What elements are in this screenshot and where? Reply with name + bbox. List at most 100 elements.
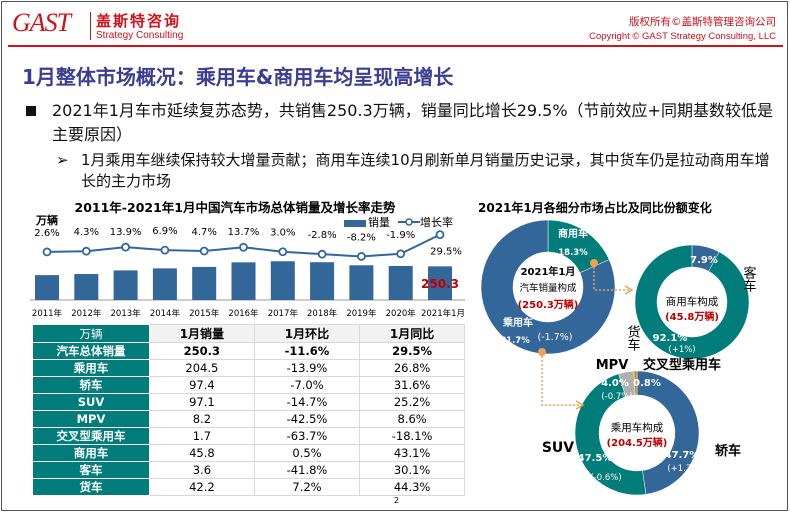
table-cell: 8.2 — [149, 409, 255, 428]
growth-point — [356, 252, 366, 261]
x-tick-label: 2011年 — [32, 308, 63, 319]
sales-bar-line-chart: 2011年 2012年 2013年 2014年 2015年 2016年 2017年 2018年… — [30, 226, 465, 319]
bar-chart-title: 2011年-2021年1月中国汽车市场总体销量及增长率走势 — [74, 200, 396, 215]
row-label: MPV — [32, 409, 150, 428]
growth-label: 4.3% — [74, 227, 99, 238]
legend-sales-label: 销量 — [368, 216, 390, 229]
growth-label: -1.9% — [386, 230, 415, 241]
table-cell: 7.2% — [253, 477, 361, 496]
copyright-cn: 版权所有©盖斯特管理咨询公司 — [629, 16, 776, 28]
donut-label: 81.7% — [500, 336, 530, 346]
donut-label: (+1%) — [668, 345, 695, 355]
sales-bar — [152, 268, 177, 300]
row-label: 乘用车 — [32, 359, 150, 377]
table-cell: 3.6 — [149, 460, 255, 479]
legend-sales: 销量 — [344, 214, 390, 230]
legend-bar-swatch — [344, 219, 366, 227]
table-cell: 204.5 — [149, 359, 255, 377]
company-name-cn: 盖斯特咨询 — [96, 12, 182, 30]
growth-label: 3.0% — [270, 228, 295, 239]
sales-table: 万辆 1月销量 1月环比 1月同比 汽车总体销量 250.3 -11.6% 29.5%… — [32, 324, 465, 496]
table-header: 1月销量 — [149, 324, 255, 343]
donut-label: 0.8% — [633, 378, 661, 389]
table-cell: 25.2% — [359, 393, 465, 411]
donut-category-label: MPV — [596, 358, 629, 373]
row-label: SUV — [32, 393, 150, 411]
sales-bar — [231, 262, 256, 300]
donut-category-label: 货车 — [625, 324, 641, 351]
table-cell: 31.6% — [359, 376, 465, 394]
donut-slice — [480, 219, 616, 355]
square-bullet-icon — [26, 106, 36, 116]
donut-label: 92.1% — [653, 333, 688, 344]
gast-logo: GAST — [12, 8, 71, 37]
donut-center-label: 汽车销量构成 — [519, 282, 577, 294]
growth-point — [396, 249, 406, 259]
copyright-en: Copyright © GAST Strategy Consulting, LL… — [589, 31, 776, 42]
growth-label: 2.6% — [34, 228, 59, 239]
connector-arrow — [541, 352, 582, 406]
donut-label: 7.9% — [690, 255, 718, 266]
row-label: 商用车 — [32, 443, 150, 462]
company-name-en: Strategy Consulting — [96, 30, 184, 41]
page-title: 1月整体市场概况：乘用车&商用车均呈现高增长 — [22, 65, 454, 89]
growth-label: 4.7% — [191, 227, 216, 238]
donut-category-label: 客车 — [741, 265, 757, 292]
sales-bar — [270, 261, 295, 300]
table-cell: -14.7% — [253, 393, 361, 411]
table-row: 交叉型乘用车 1.7 -63.7% -18.1% — [32, 426, 465, 445]
bullet-main-text: 2021年1月车市延续复苏态势，共销售250.3万辆，销量同比增长29.5%（节… — [52, 101, 773, 144]
growth-point — [121, 242, 130, 252]
x-tick-label: 2018年 — [307, 308, 338, 319]
legend-line-swatch — [398, 218, 420, 226]
growth-label: 13.7% — [228, 227, 260, 238]
donut-slice — [574, 373, 647, 496]
x-tick-label: 2021年1月 — [421, 308, 465, 319]
table-row: 货车 42.2 7.2% 44.3% — [32, 477, 465, 496]
row-label: 客车 — [32, 460, 150, 479]
growth-label: 13.9% — [110, 227, 142, 238]
table-header: 1月环比 — [253, 324, 361, 343]
table-header-row: 万辆 1月销量 1月环比 1月同比 — [32, 324, 465, 343]
x-tick-label: 2012年 — [71, 308, 102, 319]
growth-label: 29.5% — [430, 247, 462, 258]
sales-bar — [35, 275, 59, 300]
connector-dot — [590, 259, 598, 267]
sales-bar — [192, 266, 217, 300]
table-cell: 1.7 — [149, 426, 255, 445]
row-label: 交叉型乘用车 — [32, 426, 150, 445]
table-row: 商用车 45.8 0.5% 43.1% — [32, 443, 465, 462]
growth-point — [42, 247, 52, 257]
page-number: 2 — [394, 496, 400, 505]
donut-category-label: 交叉型乘用车 — [643, 357, 721, 373]
x-tick-label: 2014年 — [150, 308, 181, 319]
bullet-sub: ➢ 1月乘用车继续保持较大增量贡献；商用车连续10月刷新单月销量历史记录，其中货车… — [56, 150, 776, 192]
x-tick-label: 2016年 — [228, 308, 259, 319]
sales-bar — [428, 266, 452, 300]
table-row: 客车 3.6 -41.8% 30.1% — [32, 460, 465, 479]
donut-center-label: 商用车构成 — [666, 295, 719, 308]
donut-label: (-0.6%) — [590, 473, 621, 483]
arrow-head-icon — [575, 400, 585, 410]
x-tick-label: 2017年 — [268, 308, 299, 319]
table-cell: -63.7% — [253, 426, 361, 445]
donut-label: 47.7% — [665, 450, 700, 461]
donut-label: (+1.7%) — [667, 464, 702, 474]
table-cell: 30.1% — [359, 460, 465, 479]
table-cell: 0.5% — [253, 443, 361, 462]
bullet-main: 2021年1月车市延续复苏态势，共销售250.3万辆，销量同比增长29.5%（节… — [26, 99, 776, 147]
header-divider — [8, 45, 783, 47]
table-row: 轿车 97.4 -7.0% 31.6% — [32, 376, 465, 394]
logo-divider — [90, 12, 91, 40]
highlight-value-label: 250.3 — [421, 277, 459, 291]
donut-label: 47.5% — [578, 453, 613, 464]
growth-label: 6.9% — [152, 226, 177, 237]
table-header-unit: 万辆 — [32, 324, 150, 343]
table-cell: 97.1 — [149, 393, 255, 411]
row-label: 货车 — [32, 477, 150, 496]
x-tick-label: 2013年 — [111, 308, 142, 319]
donut-center-value: (204.5万辆) — [607, 436, 668, 449]
table-cell: -13.9% — [253, 359, 361, 377]
growth-label: -2.8% — [308, 230, 337, 241]
